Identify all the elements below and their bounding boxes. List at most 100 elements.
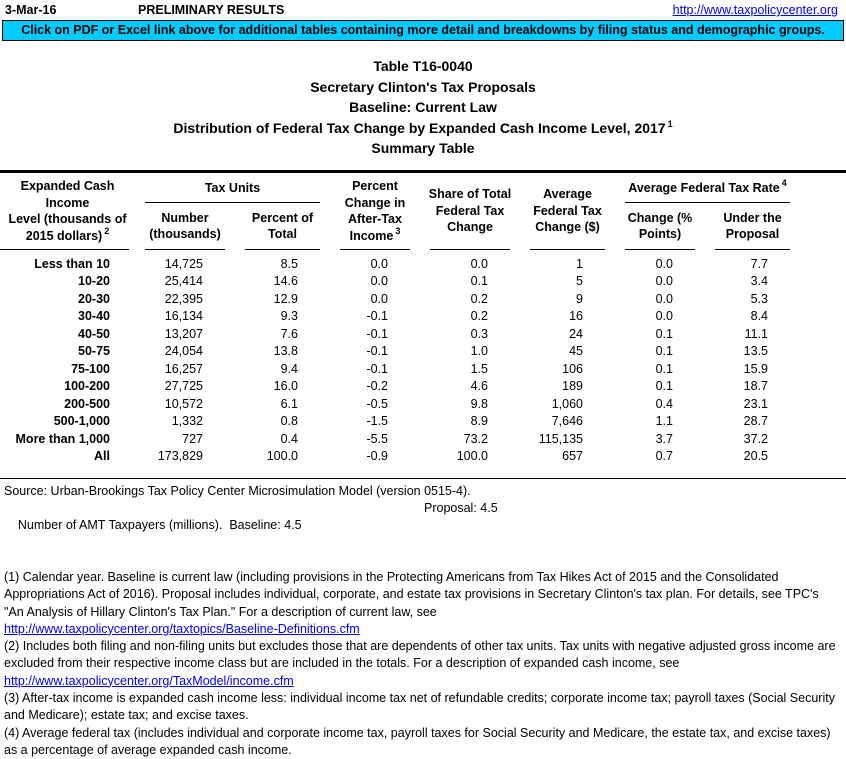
footnotes-section: Source: Urban-Brookings Tax Policy Cente… bbox=[0, 479, 846, 759]
table-cell: 4.6 bbox=[420, 378, 520, 396]
col-header-percent-of-total: Percent of Total bbox=[235, 203, 330, 250]
table-cell: 23.1 bbox=[705, 396, 800, 414]
row-label: Less than 10 bbox=[0, 256, 135, 274]
table-cell: 16,134 bbox=[135, 308, 235, 326]
row-label: 500-1,000 bbox=[0, 413, 135, 431]
site-url-link[interactable]: http://www.taxpolicycenter.org bbox=[673, 3, 838, 17]
table-cell: 16,257 bbox=[135, 361, 235, 379]
table-cell: 8.5 bbox=[235, 256, 330, 274]
table-cell: 189 bbox=[520, 378, 615, 396]
table-cell: 16 bbox=[520, 308, 615, 326]
top-bar: 3-Mar-16 PRELIMINARY RESULTS http://www.… bbox=[0, 0, 846, 20]
row-label: 100-200 bbox=[0, 378, 135, 396]
table-cell: 16.0 bbox=[235, 378, 330, 396]
table-cell: 727 bbox=[135, 431, 235, 449]
table-cell: 0.0 bbox=[330, 291, 420, 309]
table-cell: -0.5 bbox=[330, 396, 420, 414]
col-header-under-the-proposal: Under the Proposal bbox=[705, 203, 800, 250]
source-note: Source: Urban-Brookings Tax Policy Cente… bbox=[4, 483, 840, 500]
table-cell: -0.1 bbox=[330, 361, 420, 379]
table-cell: 3.4 bbox=[705, 273, 800, 291]
table-cell: 18.7 bbox=[705, 378, 800, 396]
table-cell: 0.1 bbox=[615, 343, 705, 361]
table-cell: 10,572 bbox=[135, 396, 235, 414]
table-cell: 3.7 bbox=[615, 431, 705, 449]
row-label: 200-500 bbox=[0, 396, 135, 414]
table-cell: 0.0 bbox=[330, 273, 420, 291]
col-header-avg-tax-change: Average Federal Tax Change ($) bbox=[520, 173, 615, 250]
table-cell: 0.4 bbox=[235, 431, 330, 449]
table-cell: 9 bbox=[520, 291, 615, 309]
table-number-title: Table T16-0040 bbox=[0, 56, 846, 77]
date-label: 3-Mar-16 bbox=[5, 3, 138, 17]
row-label: 10-20 bbox=[0, 273, 135, 291]
table-cell: 9.3 bbox=[235, 308, 330, 326]
table-cell: 0.0 bbox=[615, 256, 705, 274]
table-cell: 115,135 bbox=[520, 431, 615, 449]
table-cell: 1,060 bbox=[520, 396, 615, 414]
info-banner-text: Click on PDF or Excel link above for add… bbox=[21, 23, 825, 37]
table-cell: 0.0 bbox=[330, 256, 420, 274]
baseline-title: Baseline: Current Law bbox=[0, 97, 846, 118]
table-cell: 24,054 bbox=[135, 343, 235, 361]
footnote-ref-3: 3 bbox=[395, 226, 400, 236]
table-cell: 1,332 bbox=[135, 413, 235, 431]
table-cell: 0.0 bbox=[615, 273, 705, 291]
footnote-1: (1) Calendar year. Baseline is current l… bbox=[4, 569, 840, 621]
table-cell: 12.9 bbox=[235, 291, 330, 309]
table-cell: 25,414 bbox=[135, 273, 235, 291]
title-block: Table T16-0040 Secretary Clinton's Tax P… bbox=[0, 56, 846, 159]
table-cell: 5 bbox=[520, 273, 615, 291]
table-cell: 73.2 bbox=[420, 431, 520, 449]
row-label: All bbox=[0, 448, 135, 466]
footnote-ref-4: 4 bbox=[782, 178, 787, 188]
footnote-ref-2: 2 bbox=[104, 226, 109, 236]
table-cell: 13.5 bbox=[705, 343, 800, 361]
table-cell: 0.2 bbox=[420, 291, 520, 309]
distribution-title: Distribution of Federal Tax Change by Ex… bbox=[0, 118, 846, 139]
table-cell: 106 bbox=[520, 361, 615, 379]
amt-proposal-text: Proposal: 4.5 bbox=[424, 500, 498, 517]
table-cell: -0.2 bbox=[330, 378, 420, 396]
table-cell: -5.5 bbox=[330, 431, 420, 449]
table-cell: 5.3 bbox=[705, 291, 800, 309]
baseline-definitions-link[interactable]: http://www.taxpolicycenter.org/taxtopics… bbox=[4, 622, 360, 636]
table-cell: 0.0 bbox=[615, 308, 705, 326]
table-cell: 45 bbox=[520, 343, 615, 361]
footnote-link-wrap-2: http://www.taxpolicycenter.org/TaxModel/… bbox=[4, 673, 840, 690]
table-cell: 0.0 bbox=[615, 291, 705, 309]
col-header-income-level: Expanded Cash Income Level (thousands of… bbox=[0, 173, 135, 250]
table-cell: -0.1 bbox=[330, 308, 420, 326]
table-cell: 0.1 bbox=[615, 378, 705, 396]
table-cell: -0.9 bbox=[330, 448, 420, 466]
row-label: More than 1,000 bbox=[0, 431, 135, 449]
row-label: 50-75 bbox=[0, 343, 135, 361]
table-cell: 100.0 bbox=[235, 448, 330, 466]
table-cell: 173,829 bbox=[135, 448, 235, 466]
table-cell: 6.1 bbox=[235, 396, 330, 414]
group-header-tax-units: Tax Units bbox=[135, 173, 330, 203]
table-cell: 9.4 bbox=[235, 361, 330, 379]
table-cell: 24 bbox=[520, 326, 615, 344]
table-cell: 0.0 bbox=[420, 256, 520, 274]
income-definition-link[interactable]: http://www.taxpolicycenter.org/TaxModel/… bbox=[4, 674, 294, 688]
table-cell: 8.9 bbox=[420, 413, 520, 431]
row-label: 20-30 bbox=[0, 291, 135, 309]
row-label: 40-50 bbox=[0, 326, 135, 344]
table-cell: 37.2 bbox=[705, 431, 800, 449]
table-cell: 1.5 bbox=[420, 361, 520, 379]
col-header-change-pct-points: Change (% Points) bbox=[615, 203, 705, 250]
footnote-ref-1: 1 bbox=[668, 119, 673, 129]
table-cell: 27,725 bbox=[135, 378, 235, 396]
table-cell: 13.8 bbox=[235, 343, 330, 361]
